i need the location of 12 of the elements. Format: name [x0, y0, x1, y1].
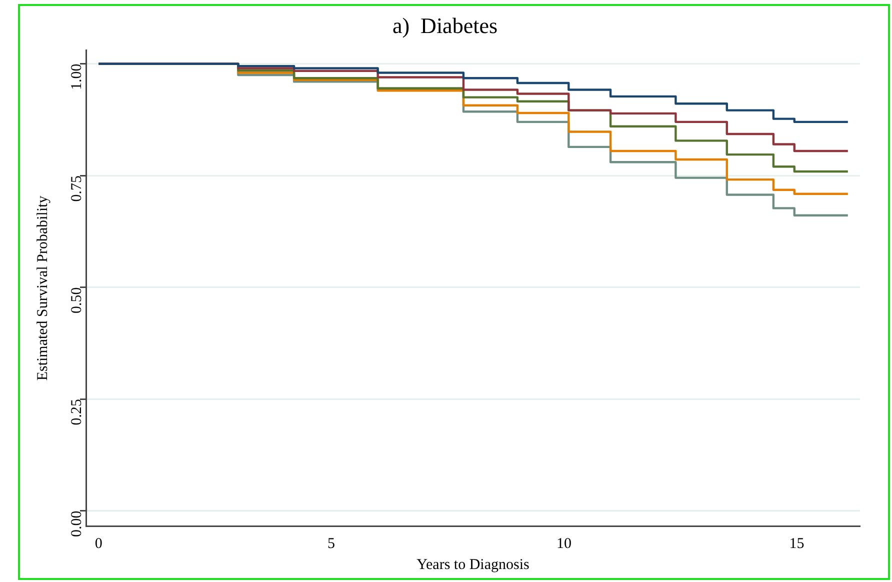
y-tick-label: 0.50 [68, 287, 85, 314]
x-tick-label: 15 [789, 536, 804, 552]
y-axis-title: Estimated Survival Probability [34, 195, 51, 381]
y-tick-label: 0.25 [68, 399, 85, 426]
x-axis-title: Years to Diagnosis [416, 556, 530, 573]
y-tick-label: 0.00 [68, 510, 85, 538]
x-tick-label: 0 [94, 536, 102, 552]
chart-title: a) Diabetes [392, 12, 498, 38]
x-tick-label: 5 [328, 536, 336, 552]
x-tick-label: 10 [556, 536, 572, 552]
y-tick-label: 0.75 [68, 176, 85, 202]
y-tick-label: 1.00 [68, 64, 85, 90]
